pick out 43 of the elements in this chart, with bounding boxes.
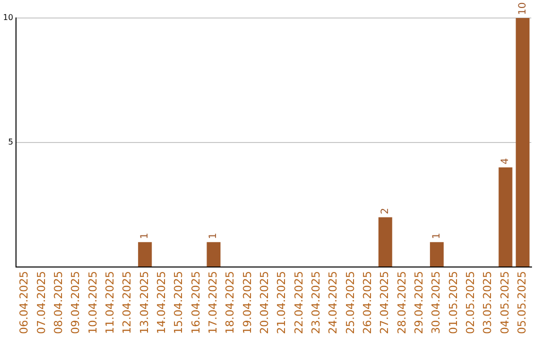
x-tick-label: 07.04.2025 (34, 271, 48, 334)
x-tick-label: 10.04.2025 (86, 271, 100, 334)
x-tick-label: 08.04.2025 (52, 271, 65, 334)
bar (430, 242, 444, 267)
x-tick-label: 23.04.2025 (309, 271, 322, 334)
x-tick-label: 09.04.2025 (69, 271, 82, 334)
x-tick-label: 06.04.2025 (18, 271, 31, 334)
x-tick-label: 30.04.2025 (430, 271, 443, 334)
x-tick-label: 05.05.2025 (516, 271, 529, 334)
bar (378, 217, 392, 267)
x-tick-label: 29.04.2025 (412, 271, 426, 334)
x-tick-label: 12.04.2025 (120, 271, 134, 334)
bar (498, 167, 512, 267)
bar (516, 18, 530, 267)
x-tick-label: 18.04.2025 (224, 271, 237, 334)
data-label: 2 (380, 208, 391, 214)
y-tick-label: 5 (8, 138, 14, 147)
data-label: 1 (431, 232, 442, 240)
x-tick-label: 03.05.2025 (481, 271, 494, 334)
x-tick-label: 04.05.2025 (498, 271, 512, 334)
x-tick-label: 19.04.2025 (240, 271, 254, 334)
x-tick-label: 20.04.2025 (258, 271, 271, 334)
x-tick-label: 11.04.2025 (103, 271, 116, 334)
data-label: 10 (517, 2, 528, 15)
x-tick-label: 22.04.2025 (292, 271, 306, 334)
x-tick-label: 14.04.2025 (154, 271, 168, 334)
bar (138, 242, 152, 267)
x-tick-label: 27.04.2025 (378, 271, 392, 334)
x-tick-label: 02.05.2025 (464, 271, 478, 334)
x-tick-label: 24.04.2025 (326, 271, 340, 334)
x-tick-label: 16.04.2025 (189, 271, 202, 334)
x-tick-label: 01.05.2025 (446, 271, 460, 334)
x-tick-label: 17.04.2025 (206, 271, 220, 334)
x-tick-label: 25.04.2025 (344, 271, 357, 334)
data-label: 1 (208, 232, 220, 240)
data-label: 4 (500, 158, 512, 164)
x-tick-label: 13.04.2025 (138, 271, 151, 334)
x-tick-label: 28.04.2025 (395, 271, 408, 334)
x-tick-label: 21.04.2025 (275, 271, 288, 334)
x-tick-label: 15.04.2025 (172, 271, 186, 334)
x-tick-label: 26.04.2025 (361, 271, 374, 334)
data-label: 1 (140, 232, 151, 240)
bar (206, 242, 220, 267)
